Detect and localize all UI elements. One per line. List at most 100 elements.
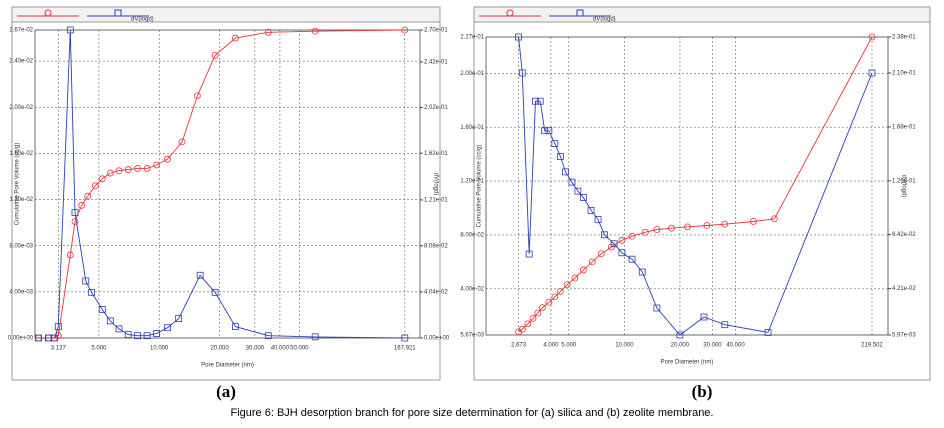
marker <box>211 51 219 59</box>
chart-panel: dV(logd) 3.137 5.000 10.000 20.000 30.000 40.0… <box>8 6 450 381</box>
marker <box>610 240 618 248</box>
y2-tick-label: 4.04e-02 <box>424 289 448 295</box>
marker <box>78 201 86 209</box>
y2-axis-title: dV(logd) <box>900 175 906 198</box>
marker <box>115 167 123 175</box>
marker <box>91 182 99 190</box>
marker <box>143 332 151 340</box>
y2-tick-label: 1.68e-01 <box>892 124 916 130</box>
y2-tick-label: 2.02e-01 <box>424 105 448 111</box>
marker <box>66 251 74 259</box>
y-tick-label: 0.00e+00 <box>8 336 34 342</box>
x-tick-label: 2.673 <box>511 343 527 349</box>
marker <box>771 215 778 223</box>
marker <box>556 288 564 295</box>
marker <box>551 293 559 301</box>
marker <box>618 249 626 257</box>
marker <box>618 236 626 244</box>
legend-marker <box>44 9 52 17</box>
marker <box>668 224 675 232</box>
marker <box>545 127 553 135</box>
y-tick-label: 1.60e-02 <box>9 151 33 157</box>
marker <box>211 288 219 296</box>
panel-label: (b) <box>692 382 713 401</box>
x-tick-label: 30.000 <box>246 346 265 352</box>
y2-tick-label: 0.00e+00 <box>424 336 450 342</box>
marker <box>587 206 595 214</box>
marker <box>868 33 876 41</box>
marker <box>594 215 602 223</box>
y-tick-label: 2.27e-01 <box>460 35 484 41</box>
x-tick-label: 5.000 <box>91 346 107 352</box>
y2-tick-label: 4.21e-02 <box>892 286 916 292</box>
y2-axis-title: dV(logd) <box>432 173 438 196</box>
y-tick-label: 8.00e-02 <box>460 232 484 238</box>
legend-marker <box>576 9 584 17</box>
x-tick-label: 4.000 <box>543 343 559 349</box>
marker <box>124 166 132 173</box>
y2-tick-label: 1.62e-01 <box>424 151 448 157</box>
y2-tick-label: 8.08e-02 <box>424 243 448 249</box>
x-tick-label: 40.000 <box>726 343 745 349</box>
marker <box>82 277 90 285</box>
marker <box>588 258 596 266</box>
x-tick-label: 30.000 <box>703 343 722 349</box>
marker <box>106 169 114 177</box>
marker <box>515 33 522 41</box>
marker <box>311 333 319 341</box>
marker <box>35 334 42 342</box>
x-tick-label: 10.000 <box>150 346 169 352</box>
series-line <box>518 36 873 336</box>
marker <box>525 250 533 258</box>
marker <box>193 92 201 100</box>
marker <box>134 165 141 172</box>
panel-frame <box>11 6 441 381</box>
marker <box>143 165 151 172</box>
marker <box>721 220 729 228</box>
marker <box>84 192 92 200</box>
marker <box>764 328 772 336</box>
x-tick-label: 3.137 <box>51 346 67 352</box>
y2-tick-label: 2.42e-01 <box>424 60 448 66</box>
y-tick-label: 2.00e-01 <box>460 71 484 77</box>
marker <box>232 34 239 42</box>
y-tick-label: 1.60e-01 <box>460 125 484 131</box>
marker <box>642 228 649 236</box>
y-tick-label: 1.20e-01 <box>460 179 484 185</box>
legend-strip <box>473 6 931 23</box>
marker <box>51 334 58 342</box>
y2-tick-label: 2.38e-01 <box>892 35 916 41</box>
marker <box>868 69 876 77</box>
marker <box>311 27 319 35</box>
y-tick-label: 2.67e-02 <box>9 28 33 34</box>
marker <box>153 330 160 337</box>
chart-panel: dV(logd) 2.673 4.000 5.000 10.000 20.000 30.00… <box>460 6 931 381</box>
marker <box>115 325 123 333</box>
legend-strip <box>11 6 441 23</box>
marker <box>541 127 549 135</box>
marker <box>106 317 114 325</box>
y-tick-label: 2.40e-02 <box>9 59 33 65</box>
marker <box>597 250 605 258</box>
series-line <box>38 29 405 339</box>
x-tick-label: 10.000 <box>615 343 634 349</box>
y-axis-title: Cumulative Pore Volume (cc/g) <box>15 143 21 226</box>
marker <box>88 288 96 296</box>
marker <box>71 209 79 216</box>
series-line <box>38 29 405 339</box>
legend-marker <box>506 9 514 17</box>
y2-tick-label: 2.10e-01 <box>892 71 916 77</box>
marker <box>153 161 160 169</box>
marker <box>551 140 559 147</box>
marker <box>628 255 636 263</box>
x-tick-label: 20.000 <box>210 346 229 352</box>
marker <box>98 175 106 183</box>
marker <box>401 334 409 342</box>
marker <box>529 314 537 322</box>
y-tick-label: 4.00e-03 <box>9 289 33 295</box>
x-tick-label: 40.000 <box>271 346 290 352</box>
marker <box>580 266 587 274</box>
legend-label: dV(logd) <box>131 17 154 23</box>
marker <box>401 26 409 34</box>
x-tick-label: 50.000 <box>290 346 309 352</box>
